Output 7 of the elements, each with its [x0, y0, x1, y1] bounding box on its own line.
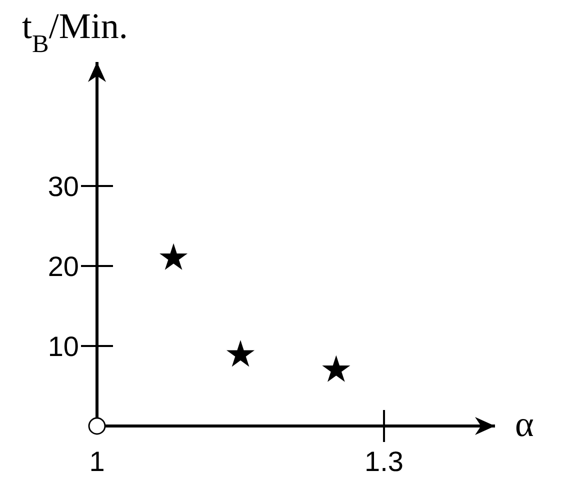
y-tick-label: 20	[48, 250, 79, 282]
y-tick-label: 10	[48, 330, 79, 362]
x-tick-label: 1.3	[364, 446, 404, 477]
x-axis-title: α	[515, 404, 534, 444]
y-tick-label: 30	[48, 170, 79, 202]
y-axis-title: t$_{B}$/Min.	[22, 6, 128, 58]
x-tick-label: 1	[89, 446, 105, 477]
